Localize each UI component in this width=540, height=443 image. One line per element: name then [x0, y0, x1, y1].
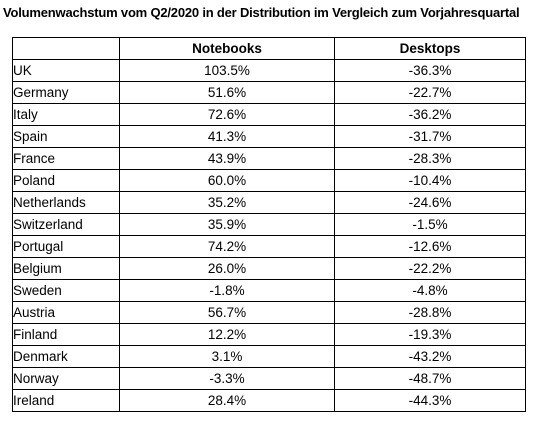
notebooks-cell: 56.7% — [119, 301, 335, 324]
country-cell: Portugal — [12, 235, 120, 258]
desktops-cell: -12.6% — [334, 235, 526, 258]
desktops-cell: -36.3% — [334, 59, 526, 82]
notebooks-cell: 26.0% — [119, 257, 335, 280]
country-cell: Netherlands — [12, 191, 120, 214]
table-row: Ireland 28.4% -44.3% — [12, 389, 526, 412]
notebooks-cell: -3.3% — [119, 367, 335, 390]
desktops-cell: -44.3% — [334, 389, 526, 412]
desktops-cell: -36.2% — [334, 103, 526, 126]
table-row: Austria 56.7% -28.8% — [12, 301, 526, 324]
desktops-cell: -28.8% — [334, 301, 526, 324]
desktops-cell: -43.2% — [334, 345, 526, 368]
notebooks-cell: 3.1% — [119, 345, 335, 368]
desktops-cell: -4.8% — [334, 279, 526, 302]
table-row: Finland 12.2% -19.3% — [12, 323, 526, 346]
notebooks-cell: 43.9% — [119, 147, 335, 170]
notebooks-cell: 35.9% — [119, 213, 335, 236]
table-row: Spain 41.3% -31.7% — [12, 125, 526, 148]
header-row: Notebooks Desktops — [12, 37, 526, 60]
notebooks-cell: 51.6% — [119, 81, 335, 104]
header-country — [12, 37, 120, 60]
country-cell: Germany — [12, 81, 120, 104]
desktops-cell: -24.6% — [334, 191, 526, 214]
country-cell: Belgium — [12, 257, 120, 280]
desktops-cell: -10.4% — [334, 169, 526, 192]
country-cell: Ireland — [12, 389, 120, 412]
country-cell: Poland — [12, 169, 120, 192]
notebooks-cell: 28.4% — [119, 389, 335, 412]
header-notebooks: Notebooks — [119, 37, 335, 60]
country-cell: France — [12, 147, 120, 170]
notebooks-cell: 74.2% — [119, 235, 335, 258]
notebooks-cell: -1.8% — [119, 279, 335, 302]
notebooks-cell: 41.3% — [119, 125, 335, 148]
country-cell: Switzerland — [12, 213, 120, 236]
country-cell: Finland — [12, 323, 120, 346]
desktops-cell: -28.3% — [334, 147, 526, 170]
table-row: Portugal 74.2% -12.6% — [12, 235, 526, 258]
header-desktops: Desktops — [334, 37, 526, 60]
table-row: Italy 72.6% -36.2% — [12, 103, 526, 126]
country-cell: Sweden — [12, 279, 120, 302]
notebooks-cell: 72.6% — [119, 103, 335, 126]
data-table: Notebooks Desktops UK 103.5% -36.3% Germany… — [12, 37, 526, 412]
notebooks-cell: 35.2% — [119, 191, 335, 214]
notebooks-cell: 103.5% — [119, 59, 335, 82]
country-cell: Spain — [12, 125, 120, 148]
table-row: Netherlands 35.2% -24.6% — [12, 191, 526, 214]
table-row: UK 103.5% -36.3% — [12, 59, 526, 82]
country-cell: Austria — [12, 301, 120, 324]
table-row: Germany 51.6% -22.7% — [12, 81, 526, 104]
table-row: Poland 60.0% -10.4% — [12, 169, 526, 192]
table-row: France 43.9% -28.3% — [12, 147, 526, 170]
country-cell: Denmark — [12, 345, 120, 368]
table-row: Norway -3.3% -48.7% — [12, 367, 526, 390]
desktops-cell: -22.7% — [334, 81, 526, 104]
country-cell: UK — [12, 59, 120, 82]
table-row: Belgium 26.0% -22.2% — [12, 257, 526, 280]
table-row: Sweden -1.8% -4.8% — [12, 279, 526, 302]
table-body: UK 103.5% -36.3% Germany 51.6% -22.7% Italy 72.… — [12, 59, 526, 412]
country-cell: Italy — [12, 103, 120, 126]
chart-title: Volumenwachstum vom Q2/2020 in der Distr… — [3, 5, 520, 20]
desktops-cell: -48.7% — [334, 367, 526, 390]
notebooks-cell: 60.0% — [119, 169, 335, 192]
desktops-cell: -1.5% — [334, 213, 526, 236]
table-row: Switzerland 35.9% -1.5% — [12, 213, 526, 236]
desktops-cell: -31.7% — [334, 125, 526, 148]
desktops-cell: -19.3% — [334, 323, 526, 346]
table-row: Denmark 3.1% -43.2% — [12, 345, 526, 368]
desktops-cell: -22.2% — [334, 257, 526, 280]
notebooks-cell: 12.2% — [119, 323, 335, 346]
country-cell: Norway — [12, 367, 120, 390]
